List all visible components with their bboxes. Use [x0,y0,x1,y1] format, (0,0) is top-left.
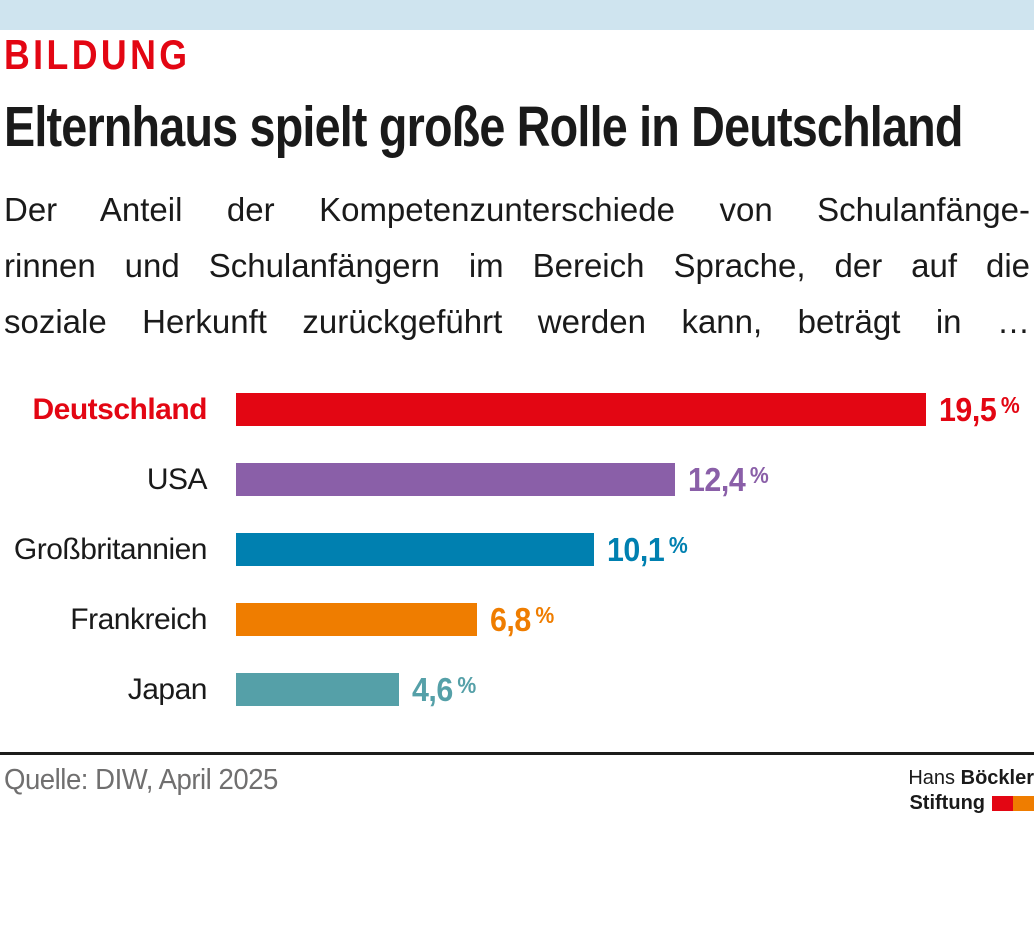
category-label: Japan [127,672,208,706]
category-label: USA [146,462,208,496]
page-title: Elternhaus spielt große Rolle in Deutsch… [4,95,963,159]
value-label: 10,1% [607,530,688,569]
value-number: 19,5 [939,390,997,428]
percent-sign: % [457,671,476,698]
kicker: BILDUNG [4,31,191,78]
percent-sign: % [535,601,554,628]
logo-text-boeckler: Böckler [960,767,1034,789]
chart-row: Großbritannien 10,1% [0,530,1034,569]
percent-sign: % [668,531,688,558]
value-number: 4,6 [412,670,453,708]
logo-orange-square [1013,796,1034,811]
value-label: 4,6% [412,671,476,709]
chart-row: Frankreich 6,8% [0,601,1034,639]
bar [236,393,926,426]
value-number: 6,8 [490,600,531,638]
logo-text-stiftung: Stiftung [909,792,985,814]
value-number: 12,4 [688,460,746,498]
logo-text-hans: Hans [908,767,956,789]
logo-line2: Stiftung [908,791,1034,816]
value-label: 12,4% [688,460,769,499]
logo-red-square [992,796,1013,811]
subtitle: Der Anteil der Kompetenzunterschiede von… [4,182,1030,350]
category-label: Deutschland [32,392,207,426]
bar-chart: Deutschland 19,5% USA 12,4% Großbritannien 10… [0,390,1034,743]
bar [236,533,594,566]
subtitle-line: rinnen und Schulanfängern im Bereich Spr… [4,247,1030,284]
chart-row: USA 12,4% [0,460,1034,499]
footer-divider [0,752,1034,755]
chart-row: Deutschland 19,5% [0,390,1034,429]
source-note: Quelle: DIW, April 2025 [4,764,278,796]
percent-sign: % [1000,391,1020,418]
value-label: 6,8% [490,601,554,639]
bar [236,673,399,706]
value-number: 10,1 [607,530,665,568]
bar [236,463,675,496]
subtitle-line: Der Anteil der Kompetenzunterschiede von… [4,191,1030,228]
category-label: Großbritannien [13,532,208,566]
subtitle-line: soziale Herkunft zurückgeführt werden ka… [4,303,1030,340]
logo-line1: Hans Böckler [908,766,1034,791]
chart-row: Japan 4,6% [0,671,1034,709]
category-label: Frankreich [70,602,207,636]
value-label: 19,5% [939,390,1020,429]
bar [236,603,477,636]
top-color-band [0,0,1034,30]
hans-boeckler-stiftung-logo: Hans Böckler Stiftung [908,766,1034,816]
percent-sign: % [749,461,769,488]
